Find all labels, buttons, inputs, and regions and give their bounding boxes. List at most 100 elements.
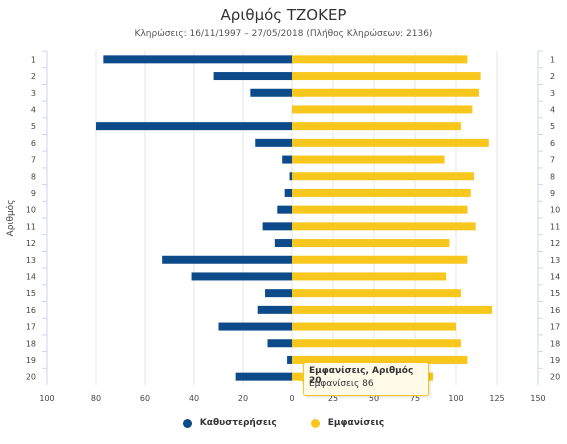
bar-delay-13 <box>162 255 292 264</box>
y-tick-label-left: 15 <box>26 289 36 298</box>
y-tick-label-left: 2 <box>31 72 36 81</box>
bar-delay-18 <box>267 339 292 348</box>
tooltip-arrow <box>298 373 304 383</box>
bar-delay-7 <box>282 155 292 164</box>
legend: Καθυστερήσεις Εμφανίσεις <box>0 418 567 428</box>
bar-appearance-16 <box>292 305 493 314</box>
bar-appearance-8 <box>292 172 475 181</box>
x-tick-label: 40 <box>189 394 199 403</box>
bar-delay-14 <box>191 272 292 281</box>
x-tick-label: 50 <box>369 394 379 403</box>
y-tick-label-right: 3 <box>550 89 555 98</box>
bar-delay-3 <box>250 88 292 97</box>
y-tick-label-left: 7 <box>31 156 36 165</box>
y-tick-label-left: 16 <box>26 306 36 315</box>
y-tick-label-right: 4 <box>550 105 555 114</box>
tooltip-title: Εμφανίσεις, Αριθμός 20 <box>309 366 414 386</box>
bar-delay-5 <box>96 122 292 131</box>
y-tick-label-right: 8 <box>550 172 555 181</box>
bar-appearance-9 <box>292 188 471 197</box>
y-axis-title: Αριθμός <box>5 200 16 237</box>
legend-appearances-dot-icon <box>310 418 320 428</box>
bar-delay-11 <box>262 222 292 231</box>
y-tick-label-left: 10 <box>26 206 36 215</box>
x-tick-label: 100 <box>448 394 463 403</box>
chart-title: Αριθμός ΤΖΟΚΕΡ <box>220 6 347 24</box>
y-tick-label-left: 5 <box>31 122 36 131</box>
y-tick-label-right: 7 <box>550 156 555 165</box>
legend-delays-label: Καθυστερήσεις <box>199 418 277 428</box>
y-tick-label-right: 6 <box>550 139 555 148</box>
y-tick-label-right: 9 <box>550 189 555 198</box>
bar-appearance-11 <box>292 222 476 231</box>
bar-appearance-7 <box>292 155 445 164</box>
y-tick-label-right: 2 <box>550 72 555 81</box>
bar-appearance-4 <box>292 105 473 114</box>
bar-appearance-10 <box>292 205 468 214</box>
tooltip-value: Εμφανίσεις 86 <box>309 379 374 389</box>
y-tick-label-left: 1 <box>31 55 36 64</box>
legend-item-delays[interactable]: Καθυστερήσεις <box>182 418 277 428</box>
legend-item-appearances[interactable]: Εμφανίσεις <box>310 418 385 428</box>
y-tick-label-right: 11 <box>550 222 560 231</box>
y-tick-label-left: 13 <box>26 256 36 265</box>
y-tick-label-left: 9 <box>31 189 36 198</box>
y-tick-label-left: 3 <box>31 89 36 98</box>
y-tick-label-left: 19 <box>26 356 36 365</box>
y-tick-label-right: 1 <box>550 55 555 64</box>
y-tick-label-right: 15 <box>550 289 560 298</box>
bar-appearance-17 <box>292 322 456 331</box>
bar-appearance-18 <box>292 339 461 348</box>
bar-delay-17 <box>218 322 292 331</box>
y-tick-label-left: 20 <box>26 373 36 382</box>
x-tick-label: 80 <box>91 394 101 403</box>
y-tick-label-left: 4 <box>31 105 36 114</box>
bar-delay-12 <box>274 239 292 248</box>
bar-appearance-19 <box>292 355 468 364</box>
y-tick-label-left: 12 <box>26 239 36 248</box>
y-tick-label-right: 20 <box>550 373 560 382</box>
x-tick-label: 25 <box>328 394 338 403</box>
y-tick-label-left: 14 <box>26 272 36 281</box>
bar-delay-6 <box>255 138 292 147</box>
bar-delay-16 <box>257 305 292 314</box>
y-tick-label-right: 10 <box>550 206 560 215</box>
bar-delay-9 <box>284 188 292 197</box>
y-tick-label-right: 14 <box>550 272 560 281</box>
x-tick-label: 75 <box>410 394 420 403</box>
x-tick-label: 100 <box>39 394 54 403</box>
bar-appearance-13 <box>292 255 468 264</box>
y-tick-label-left: 17 <box>26 323 36 332</box>
bar-delay-15 <box>265 289 292 298</box>
legend-delays-dot-icon <box>182 418 192 428</box>
y-tick-label-left: 18 <box>26 339 36 348</box>
x-tick-label: 125 <box>489 394 504 403</box>
y-tick-label-right: 5 <box>550 122 555 131</box>
bar-delay-10 <box>277 205 292 214</box>
x-tick-label: 0 <box>289 394 294 403</box>
x-tick-label: 60 <box>140 394 150 403</box>
bar-delay-20 <box>235 372 292 381</box>
tooltip: Εμφανίσεις, Αριθμός 20 Εμφανίσεις 86 <box>298 362 429 396</box>
bar-delay-1 <box>103 55 292 64</box>
bar-appearance-14 <box>292 272 447 281</box>
bar-appearance-3 <box>292 88 479 97</box>
bar-appearance-12 <box>292 239 450 248</box>
bar-appearance-6 <box>292 138 489 147</box>
bar-appearance-2 <box>292 72 481 81</box>
y-tick-label-right: 19 <box>550 356 560 365</box>
y-tick-label-left: 8 <box>31 172 36 181</box>
bar-delay-2 <box>213 72 292 81</box>
bar-delay-19 <box>287 355 292 364</box>
y-tick-label-right: 13 <box>550 256 560 265</box>
y-tick-label-right: 16 <box>550 306 560 315</box>
chart-subtitle: Κληρώσεις: 16/11/1997 – 27/05/2018 (Πλήθ… <box>134 29 433 39</box>
bar-appearance-1 <box>292 55 468 64</box>
legend-appearances-label: Εμφανίσεις <box>327 418 385 428</box>
x-tick-label: 150 <box>530 394 545 403</box>
y-tick-label-right: 12 <box>550 239 560 248</box>
bar-appearance-15 <box>292 289 461 298</box>
y-tick-label-left: 11 <box>26 222 36 231</box>
